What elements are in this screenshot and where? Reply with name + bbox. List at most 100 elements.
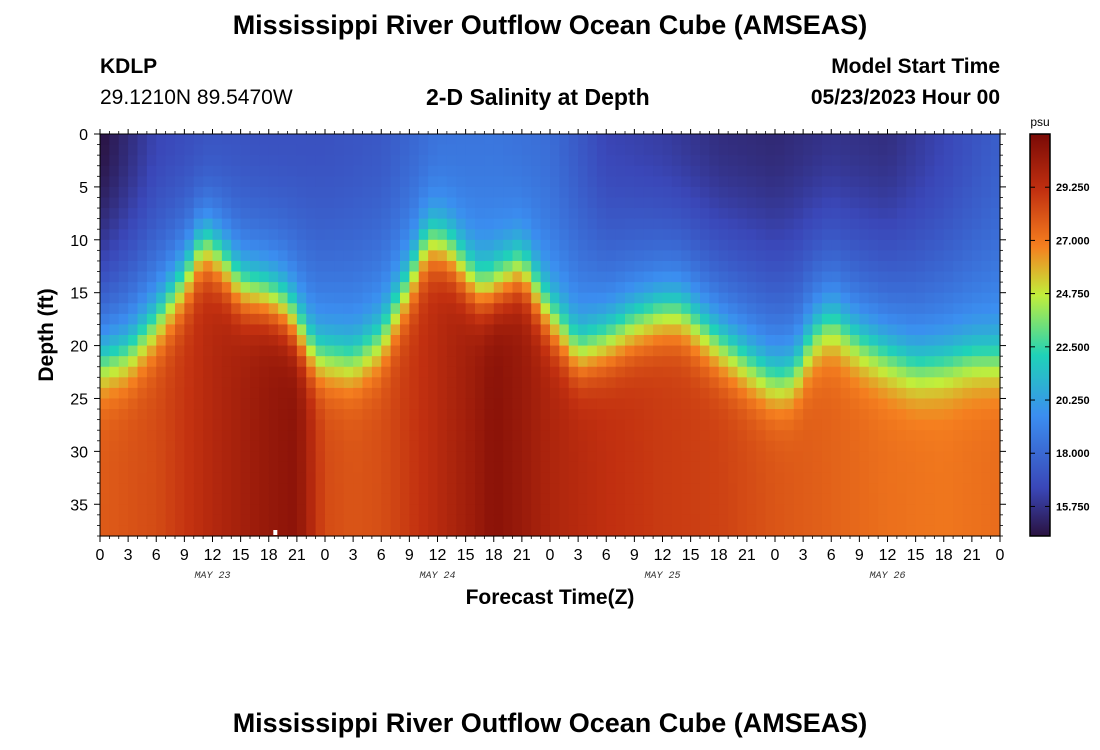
heatmap-cell <box>587 514 598 527</box>
heatmap-cell <box>531 239 542 251</box>
heatmap-cell <box>128 239 139 251</box>
model-start-label: Model Start Time <box>831 55 1000 78</box>
heatmap-cell <box>540 197 551 209</box>
heatmap-cell <box>100 218 110 230</box>
heatmap-cell <box>203 409 214 421</box>
heatmap-cell <box>803 250 814 262</box>
heatmap-cell <box>718 451 729 463</box>
heatmap-cell <box>962 165 973 177</box>
heatmap-cell <box>578 271 589 283</box>
heatmap-cell <box>906 250 917 262</box>
heatmap-cell <box>765 483 776 495</box>
heatmap-cell <box>643 229 654 241</box>
heatmap-cell <box>446 208 457 220</box>
heatmap-cell <box>118 292 129 304</box>
heatmap-cell <box>296 250 307 262</box>
heatmap-cell <box>634 409 645 421</box>
heatmap-cell <box>306 430 317 442</box>
heatmap-cell <box>175 292 185 304</box>
heatmap-cell <box>146 504 157 516</box>
heatmap-cell <box>700 483 710 495</box>
heatmap-cell <box>596 345 607 357</box>
heatmap-cell <box>625 229 635 241</box>
heatmap-cell <box>259 165 270 177</box>
heatmap-cell <box>512 260 523 273</box>
heatmap-cell <box>596 197 607 209</box>
heatmap-cell <box>925 229 935 241</box>
heatmap-cell <box>793 229 804 241</box>
heatmap-cell <box>765 377 776 389</box>
heatmap-cell <box>353 514 364 527</box>
heatmap-cell <box>362 440 373 452</box>
heatmap-cell <box>550 335 560 347</box>
heatmap-cell <box>400 472 410 484</box>
heatmap-cell <box>381 155 392 167</box>
heatmap-cell <box>325 239 335 251</box>
heatmap-cell <box>465 345 476 357</box>
heatmap-cell <box>662 197 673 209</box>
heatmap-cell <box>737 324 748 336</box>
heatmap-cell <box>934 493 945 505</box>
heatmap-cell <box>287 472 298 484</box>
heatmap-cell <box>353 197 364 209</box>
heatmap-cell <box>175 493 185 505</box>
heatmap-cell <box>493 514 504 527</box>
heatmap-cell <box>784 218 795 230</box>
heatmap-cell <box>878 165 889 177</box>
colorbar-tick-label: 29.250 <box>1056 182 1090 194</box>
heatmap-cell <box>512 155 523 167</box>
heatmap-cell <box>203 134 214 146</box>
heatmap-cell <box>371 345 382 357</box>
heatmap-cell <box>962 525 973 537</box>
heatmap-cell <box>718 472 729 484</box>
heatmap-cell <box>831 324 842 336</box>
heatmap-cell <box>540 504 551 516</box>
heatmap-cell <box>737 398 748 410</box>
heatmap-cell <box>737 197 748 209</box>
heatmap-cell <box>418 271 429 283</box>
heatmap-cell <box>371 186 382 199</box>
heatmap-cell <box>887 134 898 146</box>
heatmap-cell <box>503 398 514 410</box>
heatmap-cell <box>521 345 532 357</box>
heatmap-cell <box>643 419 654 431</box>
heatmap-cell <box>615 335 626 347</box>
heatmap-cell <box>231 208 242 220</box>
heatmap-cell <box>746 398 757 410</box>
heatmap-cell <box>146 324 157 336</box>
heatmap-cell <box>653 282 664 294</box>
heatmap-cell <box>521 398 532 410</box>
heatmap-cell <box>475 260 485 273</box>
heatmap-cell <box>306 165 317 177</box>
heatmap-cell <box>943 165 954 177</box>
heatmap-cell <box>221 218 232 230</box>
heatmap-cell <box>428 461 439 474</box>
heatmap-cell <box>803 218 814 230</box>
heatmap-cell <box>775 430 785 442</box>
heatmap-cell <box>381 229 392 241</box>
heatmap-cell <box>596 208 607 220</box>
heatmap-cell <box>578 165 589 177</box>
heatmap-cell <box>587 155 598 167</box>
heatmap-cell <box>775 218 785 230</box>
heatmap-cell <box>831 335 842 347</box>
heatmap-cell <box>503 419 514 431</box>
heatmap-cell <box>868 419 879 431</box>
heatmap-cell <box>231 155 242 167</box>
heatmap-cell <box>690 419 701 431</box>
heatmap-cell <box>456 176 467 188</box>
heatmap-cell <box>625 176 635 188</box>
heatmap-cell <box>662 144 673 156</box>
heatmap-cell <box>981 525 992 537</box>
heatmap-cell <box>690 208 701 220</box>
heatmap-cell <box>493 398 504 410</box>
heatmap-cell <box>896 451 907 463</box>
heatmap-cell <box>100 366 110 378</box>
heatmap-cell <box>681 461 692 474</box>
heatmap-cell <box>334 260 345 273</box>
heatmap-cell <box>521 451 532 463</box>
heatmap-cell <box>184 303 195 315</box>
heatmap-cell <box>296 525 307 537</box>
heatmap-cell <box>287 229 298 241</box>
heatmap-cell <box>231 504 242 516</box>
